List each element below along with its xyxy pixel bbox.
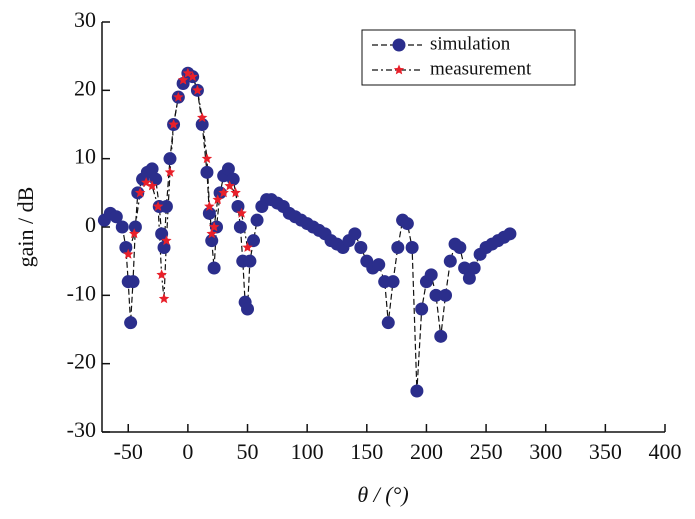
point [195,118,209,131]
point [200,165,214,179]
point [156,269,167,280]
point [119,241,133,254]
x-tick-label: 400 [649,439,682,464]
point [124,316,138,330]
y-tick-label: -30 [67,417,96,442]
x-tick-label: 300 [529,439,562,464]
point [236,207,247,218]
legend-label: measurement [430,58,532,79]
point [208,221,220,232]
x-tick-label: 150 [350,439,383,464]
x-tick-label: 250 [470,439,503,464]
point [241,302,255,316]
point [386,275,400,289]
point [242,242,253,252]
y-tick-label: 10 [74,144,96,169]
point [415,302,429,316]
point [126,275,140,289]
x-tick-label: 200 [410,439,443,464]
point [243,254,257,268]
point [164,166,176,177]
point [163,152,177,166]
point [146,180,158,191]
point [145,162,159,176]
point [429,288,443,302]
point [192,84,203,95]
y-tick-label: 0 [85,212,96,237]
point [400,217,414,231]
point [173,91,184,102]
x-tick-label: 0 [182,439,193,464]
x-axis-label: θ / (°) [357,482,408,507]
point [424,268,438,282]
x-tick-label: 100 [291,439,324,464]
point [134,187,146,198]
point [176,77,190,90]
point [212,194,223,205]
point [221,162,235,176]
point [128,220,142,234]
point [115,220,129,234]
x-tick-label: 350 [589,439,622,464]
x-tick-label: -50 [114,439,143,464]
point [348,227,362,241]
point [206,228,217,239]
point [187,71,198,82]
legend-marker [392,38,406,52]
point [372,258,386,272]
point [159,200,173,213]
point [434,329,448,343]
point [129,228,140,239]
point [158,293,170,304]
y-tick-label: -20 [67,349,96,374]
point [218,187,229,198]
point [207,261,221,275]
point [443,254,457,268]
point [157,241,171,254]
point [381,316,395,330]
point [246,234,260,248]
point [204,201,215,211]
point [202,206,216,220]
point [109,210,123,224]
y-axis-label: gain / dB [13,187,38,268]
point [177,74,189,85]
point [458,261,472,275]
legend-label: simulation [430,33,511,54]
point [197,112,208,123]
point [462,271,476,285]
point [354,241,368,254]
y-tick-label: 20 [74,75,96,100]
point [123,248,134,259]
point [224,180,235,191]
legend-marker [393,64,405,75]
point [168,119,179,129]
point [405,241,419,254]
y-tick-label: 30 [74,7,96,32]
point [391,241,405,254]
y-tick-label: -10 [67,280,96,305]
point [439,288,453,302]
point [161,235,172,246]
point [152,201,164,211]
point [230,187,241,198]
x-tick-label: 50 [237,439,259,464]
point [155,227,169,241]
point [182,67,194,78]
point [205,234,219,248]
point [201,153,213,164]
point [250,213,264,227]
point [233,220,247,234]
point [410,384,424,398]
point [503,227,517,241]
point [453,241,467,254]
point [467,261,481,275]
